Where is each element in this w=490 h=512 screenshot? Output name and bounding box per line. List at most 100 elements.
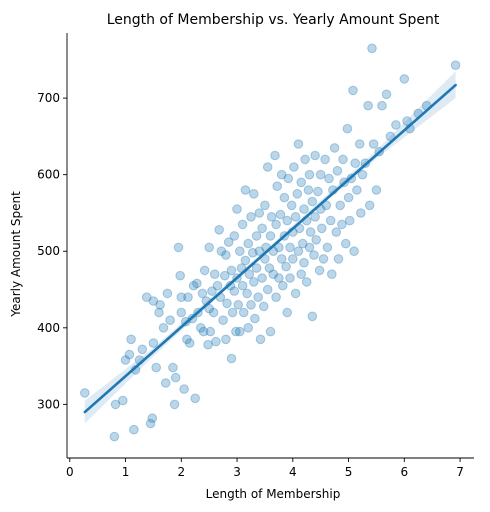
scatter-point: [311, 235, 322, 245]
scatter-point: [255, 334, 266, 345]
scatter-point: [249, 189, 259, 199]
scatter-point: [368, 139, 379, 149]
scatter-point: [175, 270, 185, 281]
scatter-point: [184, 338, 195, 348]
scatter-point: [450, 60, 461, 70]
scatter-point: [289, 162, 299, 172]
scatter-point: [303, 185, 314, 195]
scatter-point: [299, 257, 309, 268]
y-tick-label: 300: [37, 397, 60, 411]
scatter-point: [272, 181, 283, 191]
scatter-point: [290, 288, 301, 299]
scatter-point: [265, 231, 276, 241]
scatter-points-layer: [80, 43, 461, 442]
scatter-point: [304, 169, 315, 180]
x-tick-label: 3: [233, 465, 241, 479]
scatter-point: [288, 254, 298, 264]
scatter-point: [155, 300, 165, 310]
scatter-point: [341, 238, 351, 249]
scatter-point: [226, 353, 237, 364]
scatter-point: [377, 100, 387, 111]
scatter-point: [282, 307, 293, 318]
scatter-point: [338, 154, 348, 165]
scatter-point: [233, 300, 243, 310]
scatter-point: [198, 326, 209, 337]
scatter-point: [300, 154, 310, 165]
scatter-point: [209, 269, 220, 280]
scatter-point: [243, 323, 253, 333]
scatter-point: [305, 227, 316, 237]
scatter-point: [218, 315, 228, 326]
scatter-point: [148, 296, 159, 306]
scatter-point: [118, 395, 128, 406]
scatter-point: [348, 85, 358, 96]
scatter-point: [327, 269, 337, 280]
scatter-point: [257, 273, 267, 283]
scatter-point: [182, 334, 192, 345]
scatter-point: [342, 123, 353, 134]
scatter-point: [402, 116, 412, 126]
scatter-point: [240, 255, 251, 266]
scatter-point: [331, 227, 342, 237]
scatter-point: [160, 378, 171, 388]
scatter-point: [354, 139, 365, 149]
scatter-point: [318, 254, 329, 264]
scatter-point: [176, 292, 187, 303]
scatter-point: [246, 212, 256, 222]
scatter-point: [371, 185, 382, 195]
scatter-point: [188, 280, 199, 291]
scatter-point: [307, 311, 318, 322]
scatter-point: [350, 158, 361, 168]
scatter-point: [250, 313, 260, 324]
scatter-point: [264, 263, 275, 273]
scatter-point: [237, 280, 248, 291]
scatter-point: [110, 399, 121, 410]
scatter-point: [148, 338, 159, 348]
scatter-point: [329, 143, 340, 153]
scatter-point: [244, 269, 255, 280]
scatter-point: [141, 292, 152, 303]
scatter-point: [276, 169, 287, 180]
scatter-point: [344, 215, 355, 226]
scatter-point: [249, 277, 259, 287]
scatter-point: [278, 280, 288, 291]
y-tick-label: 500: [37, 244, 60, 258]
scatter-point: [214, 225, 224, 235]
scatter-point: [169, 399, 180, 410]
x-axis-label: Length of Membership: [206, 487, 341, 501]
scatter-point: [317, 223, 327, 234]
scatter-point: [129, 424, 139, 435]
scatter-point: [158, 323, 169, 333]
scatter-point: [332, 166, 343, 176]
scatter-point: [229, 231, 240, 241]
scatter-point: [381, 89, 392, 100]
scatter-point: [205, 326, 216, 337]
scatter-point: [268, 269, 279, 280]
scatter-point: [293, 139, 304, 149]
scatter-point: [232, 204, 242, 214]
scatter-point: [385, 131, 396, 142]
scatter-point: [343, 192, 354, 203]
scatter-point: [212, 280, 223, 291]
scatter-point: [315, 169, 326, 180]
x-tick-label: 2: [177, 465, 185, 479]
y-axis-label: Yearly Amount Spent: [9, 191, 23, 318]
scatter-point: [282, 215, 293, 226]
scatter-point: [320, 154, 330, 165]
scatter-point: [251, 231, 262, 241]
y-tick-label: 400: [37, 321, 60, 335]
scatter-point: [304, 242, 315, 253]
scatter-point: [296, 177, 307, 188]
scatter-point: [262, 284, 273, 295]
scatter-point: [391, 120, 401, 130]
scatter-point: [80, 388, 90, 398]
scatter-point: [254, 208, 265, 218]
scatter-point: [301, 277, 312, 287]
scatter-point: [221, 250, 231, 260]
scatter-point: [204, 303, 214, 314]
chart-title: Length of Membership vs. Yearly Amount S…: [107, 12, 440, 28]
scatter-point: [242, 288, 252, 299]
x-tick-label: 5: [345, 465, 353, 479]
